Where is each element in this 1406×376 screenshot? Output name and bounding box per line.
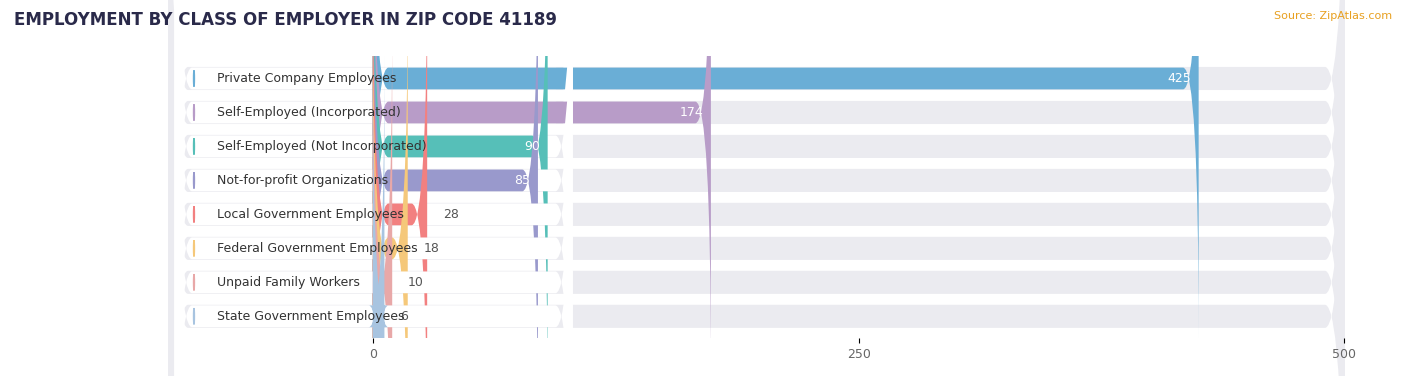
FancyBboxPatch shape [373,0,711,373]
FancyBboxPatch shape [373,0,548,376]
Text: 174: 174 [679,106,703,119]
Text: EMPLOYMENT BY CLASS OF EMPLOYER IN ZIP CODE 41189: EMPLOYMENT BY CLASS OF EMPLOYER IN ZIP C… [14,11,557,29]
FancyBboxPatch shape [373,0,427,376]
Text: Self-Employed (Not Incorporated): Self-Employed (Not Incorporated) [218,140,427,153]
Text: 425: 425 [1167,72,1191,85]
FancyBboxPatch shape [373,0,538,376]
Text: Federal Government Employees: Federal Government Employees [218,242,418,255]
FancyBboxPatch shape [174,21,572,376]
FancyBboxPatch shape [169,0,1344,376]
FancyBboxPatch shape [368,55,388,376]
FancyBboxPatch shape [169,0,1344,376]
FancyBboxPatch shape [373,0,1199,340]
FancyBboxPatch shape [174,0,572,376]
FancyBboxPatch shape [169,0,1344,376]
FancyBboxPatch shape [174,0,572,373]
FancyBboxPatch shape [169,0,1344,376]
Text: 10: 10 [408,276,423,289]
FancyBboxPatch shape [373,0,408,376]
Text: Private Company Employees: Private Company Employees [218,72,396,85]
FancyBboxPatch shape [169,0,1344,376]
FancyBboxPatch shape [174,0,572,376]
Text: 90: 90 [524,140,540,153]
FancyBboxPatch shape [169,0,1344,376]
Text: State Government Employees: State Government Employees [218,310,405,323]
Text: Unpaid Family Workers: Unpaid Family Workers [218,276,360,289]
Text: 6: 6 [399,310,408,323]
FancyBboxPatch shape [169,0,1344,376]
Text: 18: 18 [423,242,439,255]
Text: 28: 28 [443,208,458,221]
FancyBboxPatch shape [174,0,572,376]
Text: Local Government Employees: Local Government Employees [218,208,404,221]
Text: Source: ZipAtlas.com: Source: ZipAtlas.com [1274,11,1392,21]
FancyBboxPatch shape [373,21,392,376]
Text: Self-Employed (Incorporated): Self-Employed (Incorporated) [218,106,401,119]
Text: 85: 85 [515,174,530,187]
FancyBboxPatch shape [174,0,572,376]
FancyBboxPatch shape [169,0,1344,376]
FancyBboxPatch shape [174,0,572,376]
Text: Not-for-profit Organizations: Not-for-profit Organizations [218,174,388,187]
FancyBboxPatch shape [174,0,572,376]
